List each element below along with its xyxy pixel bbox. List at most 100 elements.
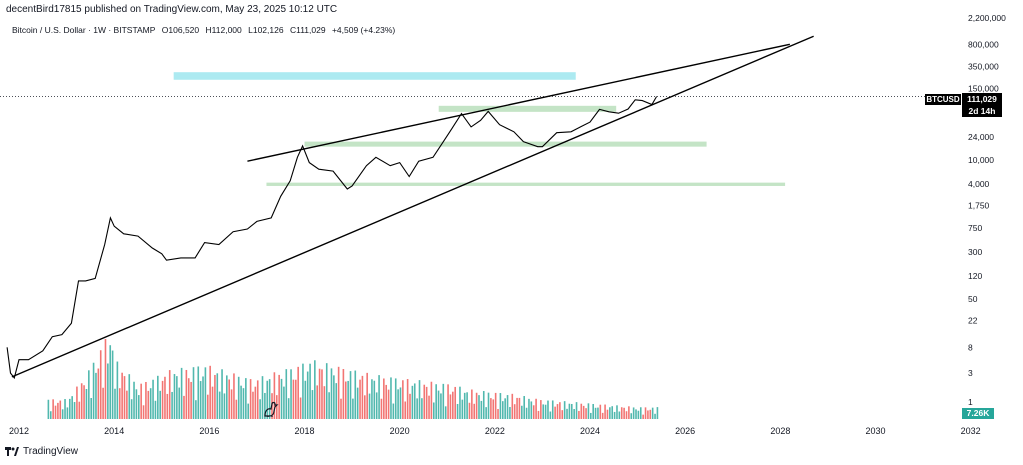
volume-bar [452,391,454,419]
volume-bar [561,410,564,419]
y-tick-label: 24,000 [968,132,994,142]
volume-bar [159,390,161,419]
price-series-line [6,96,658,380]
volume-bar [149,388,152,419]
volume-bar [394,378,397,419]
volume-bar [278,374,280,419]
volume-bar [290,369,292,419]
y-tick-label: 2,200,000 [968,13,1006,23]
volume-bar [259,399,261,419]
volume-bar [423,384,426,419]
legend-change: +4,509 (+4.23%) [331,25,396,35]
volume-bar [140,383,142,419]
volume-bar [344,381,347,419]
volume-bar [304,380,307,419]
volume-bar [316,385,319,419]
legend-close: C111,029 [289,25,326,35]
volume-bar [107,363,109,419]
volume-bar [537,410,540,419]
volume-bar [252,391,254,419]
volume-bar [475,392,478,419]
volume-bar [306,371,309,419]
volume-bar [361,375,364,419]
dino-icon[interactable] [262,400,282,418]
volume-bar [180,367,183,419]
volume-tag: 7.26K [962,408,994,419]
volume-bar [330,368,333,419]
volume-bar [295,379,297,419]
volume-bar [551,400,554,419]
x-tick-label: 2020 [390,426,410,436]
volume-bar [333,375,335,419]
volume-bar [173,374,176,419]
y-tick-label: 10,000 [968,155,994,165]
y-tick-label: 4,000 [968,179,990,189]
volume-bar [411,385,414,419]
volume-bar [620,407,623,419]
volume-bar [92,362,95,419]
volume-bar [116,361,119,419]
volume-bar [211,386,214,419]
volume-bar [578,410,580,419]
volume-bar [152,379,154,419]
volume-bar [359,379,361,419]
volume-bar [221,369,223,419]
volume-bar [468,402,471,419]
volume-bar [176,376,178,419]
x-axis[interactable]: 2012 2014 2016 2018 2020 2022 2024 2026 2028 2030… [9,426,981,436]
volume-bars [47,338,659,419]
x-tick-label: 2016 [199,426,219,436]
volume-bar [299,397,302,419]
volume-bar [497,409,499,419]
x-tick-label: 2012 [9,426,29,436]
trendline-support [11,35,814,378]
volume-bar [383,378,385,419]
volume-bar [542,404,545,419]
volume-bar [363,395,366,419]
volume-bar [126,390,128,419]
volume-bar [337,366,340,419]
volume-bar [137,395,140,419]
volume-bar [528,398,530,419]
volume-bar [628,406,630,419]
volume-bar [563,401,566,419]
volume-bar [59,400,62,419]
volume-bar [114,388,116,419]
volume-bar [356,387,359,419]
y-axis[interactable]: 2,200,000800,000350,000150,00060,00024,0… [968,13,1006,407]
volume-bar [80,383,83,419]
volume-bar [223,393,226,419]
volume-bar [471,389,473,419]
price-tag-value: 111,029 [967,94,997,104]
volume-bar [575,402,578,419]
volume-bar [285,369,288,419]
volume-bar [218,391,221,419]
trendline-resistance [247,43,790,162]
volume-bar [242,388,245,419]
volume-bar [90,397,93,419]
volume-bar [449,394,452,419]
zone-rect-0 [173,72,576,80]
volume-bar [57,402,59,419]
volume-bar [637,410,640,419]
volume-bar [328,392,330,419]
volume-bar [604,404,606,419]
footer-brand[interactable]: TradingView [5,446,78,457]
volume-bar [613,411,616,419]
x-tick-label: 2022 [485,426,505,436]
volume-bar [123,376,126,419]
volume-bar [373,380,376,419]
volume-bar [592,403,594,419]
volume-bar [601,412,604,419]
volume-bar [494,392,497,419]
volume-bar [540,400,542,419]
volume-bar [178,387,181,419]
volume-bar [466,392,468,419]
volume-bar [459,386,461,419]
y-tick-label: 22 [968,316,978,326]
volume-bar [71,396,73,419]
volume-bar [456,403,459,419]
volume-bar [366,372,368,419]
volume-bar [230,389,233,419]
